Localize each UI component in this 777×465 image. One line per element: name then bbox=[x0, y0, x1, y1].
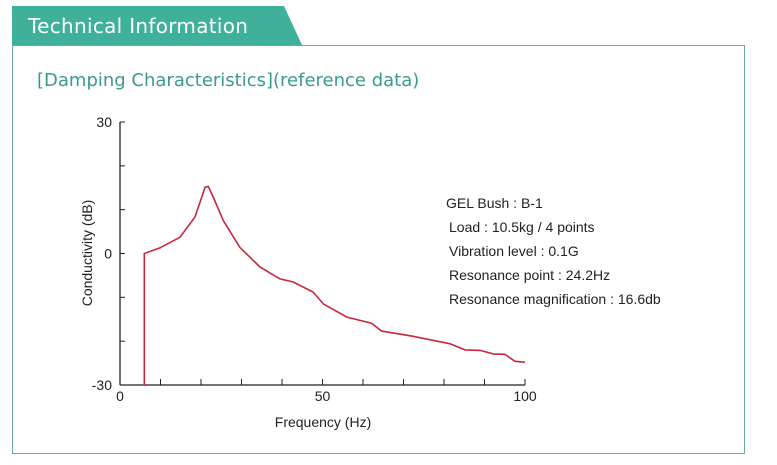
x-tick-label: 0 bbox=[116, 388, 124, 404]
y-tick-label: 0 bbox=[104, 246, 112, 262]
series-line bbox=[143, 185, 526, 385]
section-header-tab: Technical Information bbox=[12, 6, 302, 45]
y-axis-label: Conductivity (dB) bbox=[79, 200, 95, 307]
x-tick-label: 50 bbox=[315, 388, 331, 404]
section-title: Technical Information bbox=[28, 14, 249, 38]
annotation-text: GEL Bush : B-1 bbox=[446, 195, 543, 211]
chart-subtitle: [Damping Characteristics](reference data… bbox=[37, 70, 420, 91]
x-tick-label: 100 bbox=[513, 388, 537, 404]
y-tick-label: 30 bbox=[96, 114, 112, 130]
annotation-text: Resonance magnification : 16.6db bbox=[449, 291, 661, 307]
annotation-text: Load : 10.5kg / 4 points bbox=[449, 219, 595, 235]
annotation-text: Resonance point : 24.2Hz bbox=[449, 267, 610, 283]
content-panel bbox=[12, 45, 745, 454]
x-axis-label: Frequency (Hz) bbox=[275, 414, 371, 430]
annotation-text: Vibration level : 0.1G bbox=[449, 243, 579, 259]
y-tick-label: -30 bbox=[92, 377, 112, 393]
